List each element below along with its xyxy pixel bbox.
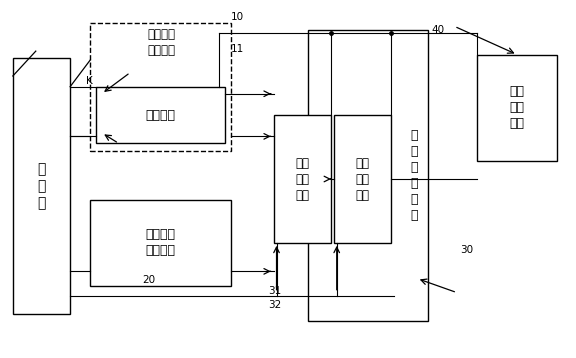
FancyBboxPatch shape <box>274 115 331 243</box>
Text: 比较
判断
电路: 比较 判断 电路 <box>355 156 370 202</box>
FancyBboxPatch shape <box>13 58 70 314</box>
Text: 比较
判断
电路: 比较 判断 电路 <box>295 156 309 202</box>
FancyBboxPatch shape <box>90 200 230 286</box>
Text: K: K <box>86 76 93 86</box>
Text: 30: 30 <box>460 245 473 255</box>
Text: 32: 32 <box>268 300 281 310</box>
FancyBboxPatch shape <box>96 87 225 144</box>
Text: 比较电路: 比较电路 <box>146 108 176 122</box>
Text: 40: 40 <box>431 25 445 35</box>
Text: 线圈压降
检测装置: 线圈压降 检测装置 <box>146 228 176 257</box>
FancyBboxPatch shape <box>334 115 391 243</box>
Text: 继
电
器: 继 电 器 <box>37 162 46 211</box>
Text: 31: 31 <box>268 286 281 296</box>
Text: 20: 20 <box>142 275 155 285</box>
FancyBboxPatch shape <box>308 30 429 321</box>
Text: 比
较
判
断
装
置: 比 较 判 断 装 置 <box>410 129 418 222</box>
Text: 11: 11 <box>230 44 244 54</box>
FancyBboxPatch shape <box>477 55 558 161</box>
Text: 10: 10 <box>230 13 244 22</box>
Text: 触点压降
检测装置: 触点压降 检测装置 <box>148 28 176 57</box>
Text: 信号
输出
电路: 信号 输出 电路 <box>510 86 525 130</box>
